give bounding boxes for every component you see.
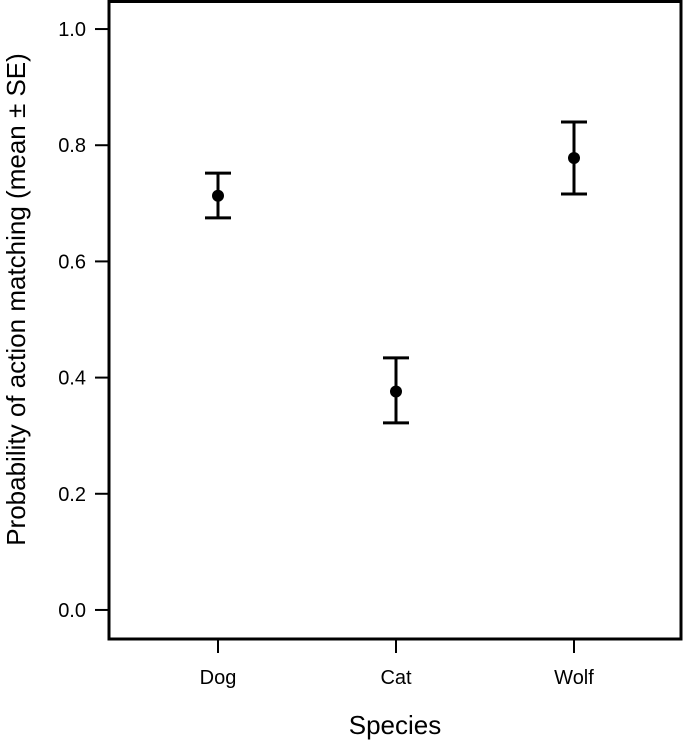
x-axis: Dog Cat Wolf bbox=[200, 639, 594, 689]
point-marker-wolf bbox=[568, 152, 580, 165]
x-tick-label-dog: Dog bbox=[200, 667, 237, 689]
data-point-cat bbox=[383, 356, 409, 425]
y-tick-label: 0.8 bbox=[58, 135, 86, 157]
y-tick-label: 0.4 bbox=[58, 368, 86, 390]
y-axis-title: Probability of action matching (mean ± S… bbox=[1, 53, 31, 546]
data-points bbox=[205, 120, 587, 425]
y-tick-label: 1.0 bbox=[58, 19, 86, 41]
y-tick-label: 0.2 bbox=[58, 484, 86, 506]
y-tick-label: 0.6 bbox=[58, 251, 86, 273]
point-marker-cat bbox=[390, 385, 402, 398]
x-axis-title: Species bbox=[349, 710, 442, 740]
plot-frame bbox=[107, 0, 683, 641]
x-tick-label-cat: Cat bbox=[380, 667, 412, 689]
y-axis: 0.0 0.2 0.4 0.6 0.8 1.0 bbox=[58, 19, 109, 622]
y-tick-label: 0.0 bbox=[58, 600, 86, 622]
point-marker-dog bbox=[212, 189, 224, 202]
data-point-dog bbox=[205, 171, 231, 220]
data-point-wolf bbox=[561, 120, 587, 196]
x-tick-label-wolf: Wolf bbox=[554, 667, 594, 689]
